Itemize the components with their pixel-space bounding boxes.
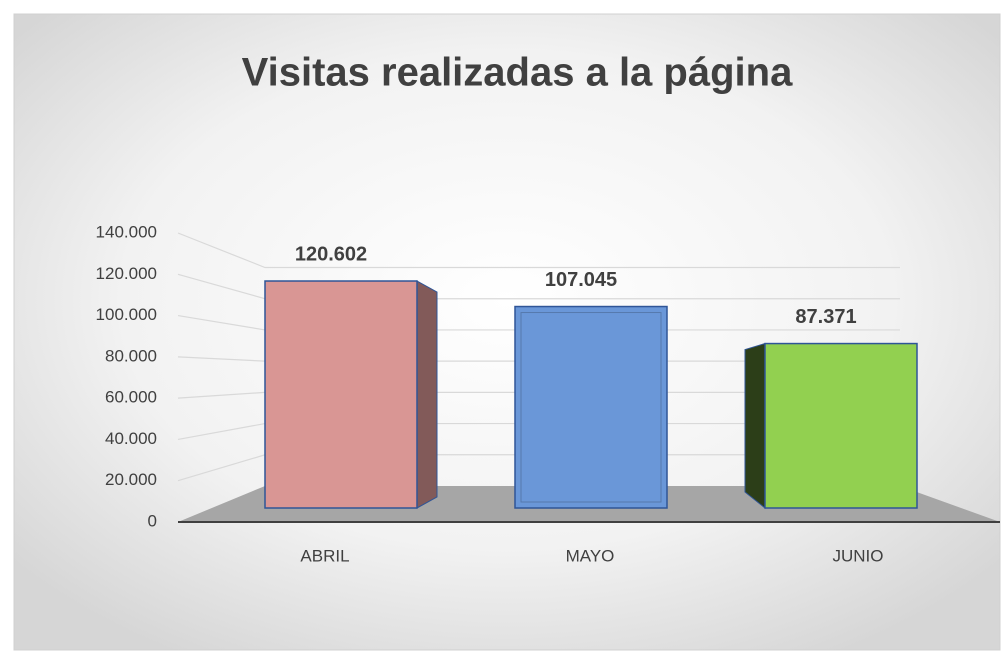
y-tick-label: 120.000 <box>96 264 157 283</box>
x-tick-label: JUNIO <box>833 546 884 565</box>
y-tick-label: 40.000 <box>105 429 157 448</box>
x-tick-label: MAYO <box>566 546 615 565</box>
bar <box>764 342 918 509</box>
y-tick-label: 140.000 <box>96 222 157 241</box>
y-tick-label: 80.000 <box>105 346 157 365</box>
bar <box>514 305 668 509</box>
data-label: 120.602 <box>295 243 367 265</box>
y-tick-label: 60.000 <box>105 388 157 407</box>
chart-area <box>13 13 1001 651</box>
y-tick-label: 100.000 <box>96 305 157 324</box>
bar <box>264 280 418 509</box>
data-label: 107.045 <box>545 269 617 291</box>
grid-line <box>177 232 900 269</box>
bar-side <box>744 342 766 510</box>
y-tick-label: 20.000 <box>105 470 157 489</box>
y-tick-label: 0 <box>148 511 157 530</box>
chart-title: Visitas realizadas a la página <box>242 51 793 95</box>
data-label: 87.371 <box>795 306 856 328</box>
bar-side <box>416 280 438 509</box>
x-tick-label: ABRIL <box>300 546 349 565</box>
bar-bevel <box>520 312 662 503</box>
